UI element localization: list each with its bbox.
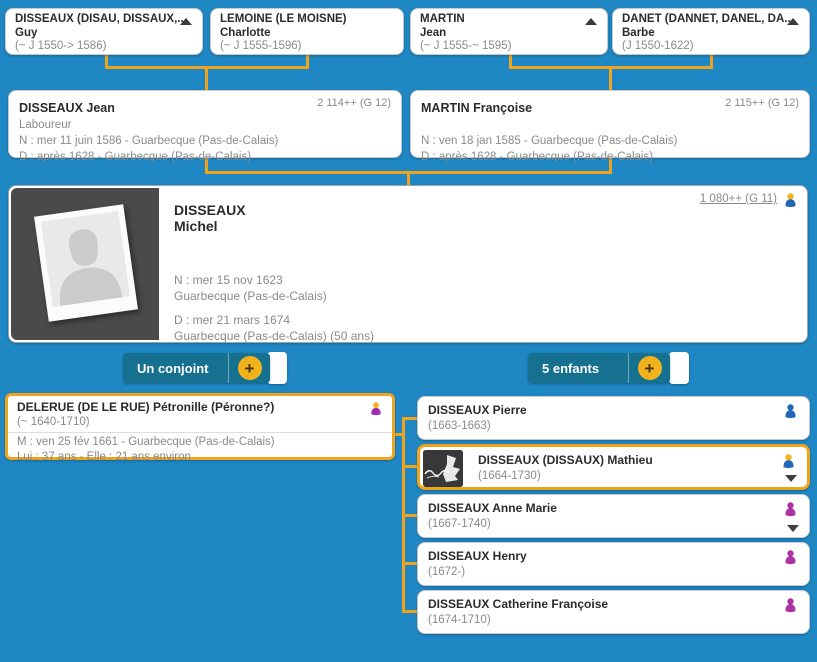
ancestor-card-danet-barbe[interactable]: DANET (DANNET, DANEL, DA... Barbe (J 155… — [612, 8, 810, 55]
sosa-number: 2 114++ (G 12) — [317, 97, 391, 109]
person-surname: MARTIN — [420, 13, 465, 25]
children-section-label: 5 enfants — [542, 360, 600, 376]
main-person-card: DISSEAUX Michel N : mer 15 nov 1623 Guar… — [8, 185, 808, 343]
expand-ancestors-icon[interactable] — [585, 18, 597, 25]
child-name: DISSEAUX (DISSAUX) Mathieu — [478, 453, 653, 467]
connector-line — [105, 55, 108, 68]
person-silhouette-icon — [40, 211, 131, 308]
male-sosa-person-icon — [782, 192, 799, 214]
female-sosa-person-icon — [368, 401, 384, 422]
connector-line — [395, 433, 405, 436]
person-firstname: Guy — [15, 26, 38, 39]
portrait-placeholder[interactable] — [11, 188, 159, 340]
person-death: D : après 1628 - Guarbecque (Pas-de-Cala… — [421, 151, 654, 163]
mother-card[interactable]: 2 115++ (G 12) MARTIN Françoise N : ven … — [410, 90, 810, 163]
person-death-place: Guarbecque (Pas-de-Calais) (50 ans) — [174, 328, 375, 343]
connector-line — [509, 55, 512, 68]
person-dates: (J 1550-1622) — [622, 40, 694, 52]
spouse-section-label: Un conjoint — [137, 360, 209, 376]
connector-line — [205, 66, 208, 90]
person-firstname: Barbe — [622, 26, 655, 39]
ancestor-card-disseaux-guy[interactable]: DISSEAUX (DISAU, DISSAUX,... Guy (~ J 15… — [5, 8, 203, 55]
person-firstname: Charlotte — [220, 26, 271, 39]
person-dates: (~ J 1555-1596) — [220, 40, 302, 52]
connector-line — [402, 514, 417, 517]
person-surname: DANET (DANNET, DANEL, DA... — [622, 13, 794, 25]
person-death-date: D : mer 21 mars 1674 — [174, 313, 291, 327]
child-dates: (1663-1663) — [428, 420, 491, 432]
child-name: DISSEAUX Henry — [428, 549, 527, 563]
ancestor-card-martin-jean[interactable]: MARTIN Jean (~ J 1555-~ 1595) — [410, 8, 608, 55]
father-card[interactable]: 2 114++ (G 12) DISSEAUX Jean Laboureur N… — [8, 90, 402, 163]
person-surname: DISSEAUX — [174, 202, 246, 218]
expand-descendants-icon[interactable] — [787, 525, 799, 532]
expand-ancestors-icon[interactable] — [787, 18, 799, 25]
connector-line — [402, 562, 417, 565]
child-dates: (1664-1730) — [478, 470, 541, 482]
child-card-anne-marie[interactable]: DISSEAUX Anne Marie (1667-1740) — [417, 494, 810, 538]
child-dates: (1674-1710) — [428, 614, 491, 626]
spouse-panel-tab[interactable] — [267, 352, 287, 384]
sosa-number-link[interactable]: 1 080++ (G 11) — [699, 193, 777, 205]
connector-line — [205, 158, 208, 174]
expand-ancestors-icon[interactable] — [180, 18, 192, 25]
ancestor-card-lemoine-charlotte[interactable]: LEMOINE (LE MOISNE) Charlotte (~ J 1555-… — [210, 8, 404, 55]
child-name: DISSEAUX Anne Marie — [428, 501, 557, 515]
person-dates: (~ J 1555-~ 1595) — [420, 40, 512, 52]
children-panel-tab[interactable] — [669, 352, 689, 384]
main-person-details: DISSEAUX Michel N : mer 15 nov 1623 Guar… — [174, 186, 614, 344]
connector-line — [609, 66, 612, 90]
child-card-pierre[interactable]: DISSEAUX Pierre (1663-1663) — [417, 396, 810, 440]
connector-line — [306, 55, 309, 68]
connector-line — [402, 417, 417, 420]
child-dates: (1672-) — [428, 566, 466, 578]
spouse-name: DELERUE (DE LE RUE) Pétronille (Péronne?… — [17, 400, 275, 414]
connector-line — [402, 610, 417, 613]
person-birth: N : mer 11 juin 1586 - Guarbecque (Pas-d… — [19, 135, 279, 147]
child-card-catherine[interactable]: DISSEAUX Catherine Françoise (1674-1710) — [417, 590, 810, 634]
person-birth-date: N : mer 15 nov 1623 — [174, 273, 283, 287]
spouse-dates: (~ 1640-1710) — [17, 416, 90, 428]
divider — [8, 432, 392, 433]
children-section-button[interactable]: 5 enfants + — [528, 353, 670, 383]
child-name: DISSEAUX Catherine Françoise — [428, 597, 609, 611]
marriage-ages: Lui : 37 ans - Elle : 21 ans environ — [17, 451, 191, 463]
person-birth-place: Guarbecque (Pas-de-Calais) — [174, 288, 327, 303]
add-spouse-button[interactable]: + — [237, 356, 262, 380]
connector-line — [710, 55, 713, 68]
connector-line — [402, 465, 417, 468]
spouse-card[interactable]: DELERUE (DE LE RUE) Pétronille (Péronne?… — [5, 393, 395, 463]
female-person-icon — [782, 501, 799, 522]
person-occupation: Laboureur — [19, 119, 72, 131]
connector-line — [407, 171, 410, 185]
person-name: DISSEAUX Jean — [19, 101, 115, 115]
add-child-button[interactable]: + — [637, 356, 662, 380]
person-firstname: Michel — [174, 217, 218, 234]
marriage-info: M : ven 25 fév 1661 - Guarbecque (Pas-de… — [17, 436, 275, 448]
person-firstname: Jean — [420, 26, 447, 39]
connector-line — [609, 158, 612, 174]
person-name: MARTIN Françoise — [421, 101, 533, 115]
person-occupation — [421, 117, 799, 133]
person-birth: N : ven 18 jan 1585 - Guarbecque (Pas-de… — [421, 135, 678, 147]
person-surname: DISSEAUX (DISAU, DISSAUX,... — [15, 13, 187, 25]
person-death: D : après 1628 - Guarbecque (Pas-de-Cala… — [19, 151, 252, 163]
male-sosa-person-icon — [780, 453, 797, 474]
person-surname: LEMOINE (LE MOISNE) — [220, 13, 347, 25]
child-name: DISSEAUX Pierre — [428, 403, 527, 417]
female-person-icon — [782, 549, 799, 570]
sosa-number: 2 115++ (G 12) — [725, 97, 799, 109]
portrait-frame — [34, 204, 138, 322]
expand-descendants-icon[interactable] — [785, 475, 797, 482]
spouse-section-button[interactable]: Un conjoint + — [123, 353, 270, 383]
child-dates: (1667-1740) — [428, 518, 491, 530]
signature-thumbnail[interactable] — [423, 450, 463, 487]
male-person-icon — [782, 403, 799, 424]
female-person-icon — [782, 597, 799, 618]
person-dates: (~ J 1550-> 1586) — [15, 40, 107, 52]
child-card-henry[interactable]: DISSEAUX Henry (1672-) — [417, 542, 810, 586]
child-card-mathieu[interactable]: DISSEAUX (DISSAUX) Mathieu (1664-1730) — [417, 444, 810, 490]
